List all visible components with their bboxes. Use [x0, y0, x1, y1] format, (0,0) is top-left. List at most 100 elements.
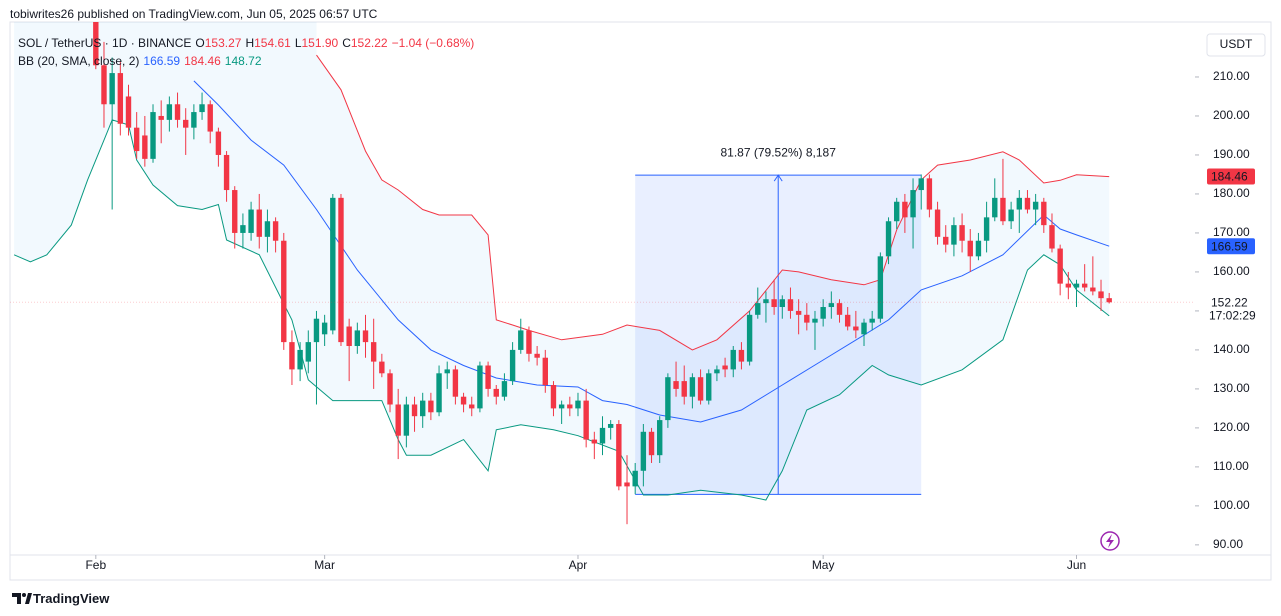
- indicator-name: BB (20, SMA, close, 2): [18, 54, 140, 68]
- candle-body: [109, 73, 115, 105]
- alert-icon[interactable]: [1100, 531, 1120, 551]
- ohlc-value: 154.61: [254, 36, 291, 50]
- candle-body: [607, 423, 614, 428]
- candle-body: [101, 65, 107, 105]
- candle-body: [379, 361, 385, 374]
- candle-body: [951, 225, 957, 245]
- candle-body: [1065, 283, 1072, 288]
- ohlc-key: C: [342, 36, 351, 50]
- candle-body: [321, 322, 328, 335]
- candle-body: [240, 225, 246, 233]
- candle-body: [632, 470, 638, 487]
- ohlc-value: 151.90: [301, 36, 339, 50]
- candle-body: [313, 318, 320, 343]
- y-tick-label: 140.00: [1213, 342, 1250, 356]
- ohlc-value: 152.22: [350, 36, 388, 50]
- candle-body: [787, 299, 794, 311]
- currency-box[interactable]: [1206, 33, 1266, 57]
- candle-body: [1090, 287, 1096, 292]
- candle-body: [166, 104, 173, 120]
- candle-body: [591, 439, 598, 444]
- candle-body: [395, 404, 401, 436]
- y-tick-label: 110.00: [1213, 459, 1249, 473]
- candle-body: [117, 73, 124, 124]
- candle-body: [599, 427, 606, 444]
- candle-body: [460, 396, 467, 405]
- candle-body: [558, 404, 565, 409]
- candle-body: [125, 96, 132, 128]
- candle-body: [624, 482, 630, 487]
- candle-body: [795, 310, 802, 315]
- measure-arrowhead: [773, 174, 783, 182]
- candle-body: [289, 342, 295, 370]
- ohlc-key: O: [195, 36, 205, 50]
- candle-body: [1000, 197, 1006, 222]
- candle-body: [1057, 248, 1063, 284]
- candle-body: [174, 104, 181, 120]
- candle-body: [256, 209, 262, 237]
- candle-body: [967, 240, 973, 257]
- candle-body: [567, 404, 573, 409]
- candle-body: [943, 236, 949, 245]
- candle-body: [428, 400, 434, 413]
- candle-body: [1024, 197, 1031, 210]
- last-price-label: 152.22: [1211, 295, 1248, 309]
- candle-body: [207, 104, 213, 132]
- candle-body: [223, 154, 230, 191]
- candle-body: [158, 115, 164, 120]
- x-tick-label: Mar: [314, 558, 335, 572]
- candle-body: [779, 299, 785, 308]
- candle-body: [673, 381, 679, 389]
- candle-body: [346, 326, 352, 347]
- candle-body: [362, 330, 369, 343]
- candle-body: [804, 314, 810, 323]
- indicator-legend: BB (20, SMA, close, 2) 166.59 184.46 148.72: [18, 52, 478, 70]
- candle-body: [1041, 201, 1047, 226]
- candle-body: [755, 303, 761, 315]
- candle-body: [738, 349, 745, 362]
- candle-body: [828, 303, 835, 308]
- candle-body: [1008, 209, 1014, 222]
- candle-body: [501, 381, 508, 397]
- candle-body: [730, 349, 736, 370]
- candle-body: [436, 373, 442, 413]
- x-tick-label: May: [812, 558, 835, 572]
- y-tick-label: 160.00: [1213, 264, 1250, 278]
- candle-body: [926, 178, 933, 210]
- tradingview-logo: [12, 593, 32, 604]
- candle-body: [232, 190, 238, 233]
- x-tick-label: Jun: [1067, 558, 1086, 572]
- candle-body: [910, 190, 916, 218]
- candle-body: [183, 119, 189, 128]
- candle-body: [869, 318, 875, 323]
- candle-body: [452, 369, 459, 397]
- candle-body: [992, 197, 998, 218]
- symbol-name: SOL / TetherUS · 1D · BINANCE: [18, 36, 192, 50]
- candle-body: [142, 135, 148, 159]
- y-tick-label: 190.00: [1213, 147, 1250, 161]
- candle-body: [616, 423, 622, 487]
- candle-body: [861, 322, 867, 335]
- price-label: 184.46: [1211, 170, 1248, 184]
- candle-body: [420, 400, 426, 417]
- price-label: 166.59: [1211, 239, 1248, 253]
- candle-body: [665, 377, 671, 421]
- candle-body: [657, 420, 663, 456]
- change-value: −1.04 (−0.68%): [391, 36, 475, 50]
- candle-body: [640, 431, 647, 471]
- candle-body: [133, 127, 140, 152]
- candle-body: [681, 381, 687, 397]
- candle-body: [885, 221, 892, 257]
- footer-brand: TradingView: [33, 591, 110, 606]
- candle-body: [354, 330, 361, 347]
- candle-body: [281, 240, 287, 343]
- candle-body: [297, 349, 303, 370]
- candle-body: [1106, 298, 1112, 303]
- candle-body: [477, 365, 483, 409]
- candle-body: [493, 388, 499, 397]
- candle-body: [215, 131, 222, 155]
- candle-body: [746, 314, 753, 362]
- candle-body: [403, 404, 410, 436]
- candle-body: [1032, 201, 1039, 210]
- candle-body: [934, 209, 941, 237]
